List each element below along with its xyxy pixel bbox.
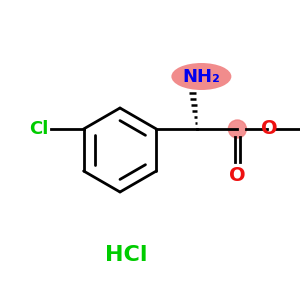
Text: O: O [229,167,246,185]
Circle shape [228,120,246,138]
Text: O: O [261,119,277,139]
Text: HCl: HCl [105,245,147,265]
Ellipse shape [171,63,231,90]
Text: NH₂: NH₂ [182,68,220,85]
Text: Cl: Cl [29,120,48,138]
